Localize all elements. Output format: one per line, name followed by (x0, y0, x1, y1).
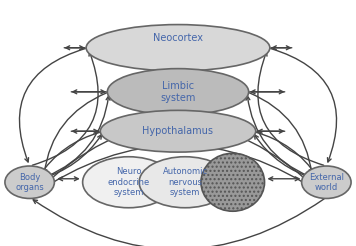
Ellipse shape (5, 166, 54, 199)
Ellipse shape (86, 25, 270, 71)
Ellipse shape (83, 157, 174, 208)
Text: Limbic
system: Limbic system (160, 81, 196, 103)
Text: Neuro
endocrine
system: Neuro endocrine system (108, 167, 150, 197)
Ellipse shape (108, 69, 248, 115)
Text: Autonomic
nervous
system: Autonomic nervous system (162, 167, 208, 197)
Text: Body
organs: Body organs (15, 172, 44, 192)
Ellipse shape (139, 157, 231, 208)
Ellipse shape (201, 153, 265, 211)
Ellipse shape (100, 110, 256, 152)
Text: Hypothalamus: Hypothalamus (142, 126, 214, 136)
Text: External
world: External world (309, 172, 344, 192)
Text: Neocortex: Neocortex (153, 33, 203, 44)
Ellipse shape (302, 166, 351, 199)
